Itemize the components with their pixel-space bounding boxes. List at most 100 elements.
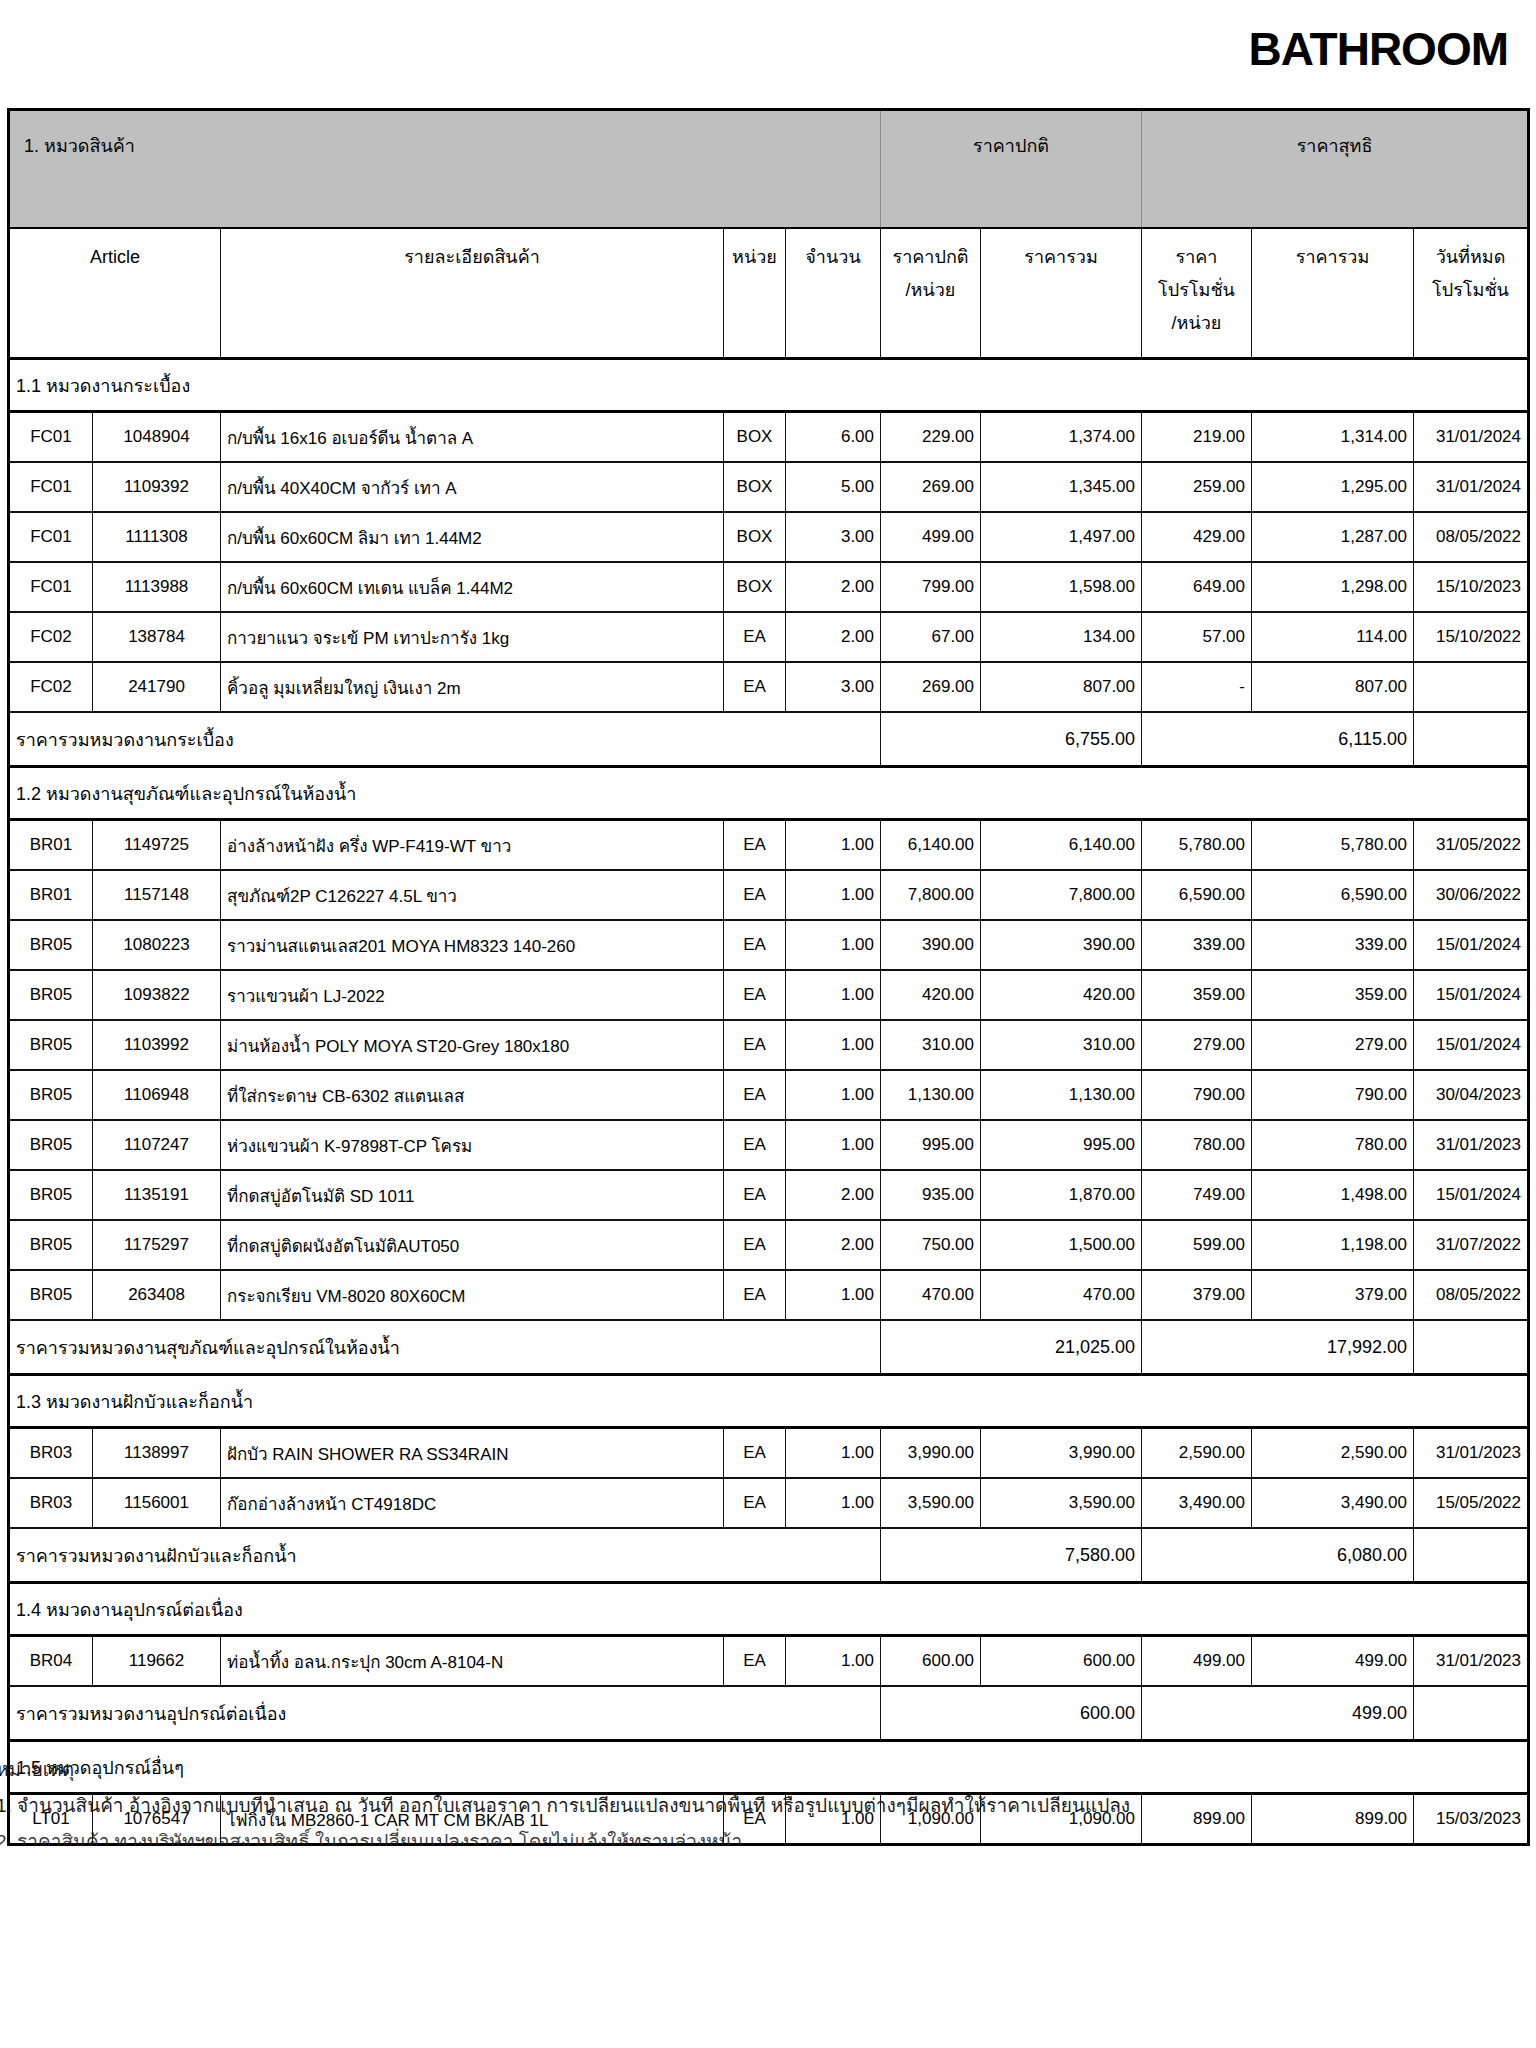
section-header-row: 1.4 หมวดงานอุปกรณ์ต่อเนื่อง — [9, 1583, 1529, 1636]
quotation-table: 1. หมวดสินค้า ราคาปกติ ราคาสุทธิ Article… — [7, 108, 1530, 1846]
article-number: 241790 — [93, 662, 221, 712]
unit-price: 229.00 — [881, 412, 981, 463]
promo-total-price: 359.00 — [1252, 970, 1414, 1020]
promo-total-price: 1,298.00 — [1252, 562, 1414, 612]
item-description: อ่างล้างหน้าฝัง ครึ่ง WP-F419-WT ขาว — [221, 820, 724, 871]
item-code: FC02 — [9, 612, 93, 662]
item-description: ราวม่านสแตนเลส201 MOYA HM8323 140-260 — [221, 920, 724, 970]
unit: EA — [724, 1428, 786, 1479]
quantity: 6.00 — [786, 412, 881, 463]
item-code: FC01 — [9, 462, 93, 512]
promo-total-price: 1,498.00 — [1252, 1170, 1414, 1220]
promo-unit-price: 499.00 — [1142, 1636, 1252, 1687]
item-row: BR04119662ท่อน้ำทิ้ง อลน.กระปุก 30cm A-8… — [9, 1636, 1529, 1687]
col-unit: หน่วย — [724, 228, 786, 359]
item-description: สุขภัณฑ์2P C126227 4.5L ขาว — [221, 870, 724, 920]
promo-total-price: 2,590.00 — [1252, 1428, 1414, 1479]
promo-total-price: 5,780.00 — [1252, 820, 1414, 871]
total-price: 134.00 — [981, 612, 1142, 662]
item-code: BR05 — [9, 1170, 93, 1220]
item-row: BR051107247ห่วงแขวนผ้า K-97898T-CP โครมE… — [9, 1120, 1529, 1170]
item-code: BR05 — [9, 1020, 93, 1070]
item-code: BR01 — [9, 870, 93, 920]
item-row: BR051135191ที่กดสบู่อัตโนมัติ SD 1011EA2… — [9, 1170, 1529, 1220]
article-number: 1093822 — [93, 970, 221, 1020]
col-promo-total: ราคารวม — [1252, 228, 1414, 359]
unit-price: 935.00 — [881, 1170, 981, 1220]
article-number: 1103992 — [93, 1020, 221, 1070]
item-description: ฝักบัว RAIN SHOWER RA SS34RAIN — [221, 1428, 724, 1479]
quantity: 1.00 — [786, 920, 881, 970]
quantity: 1.00 — [786, 1070, 881, 1120]
section-summary-row: ราคารวมหมวดงานอุปกรณ์ต่อเนื่อง600.00499.… — [9, 1686, 1529, 1741]
total-price: 1,497.00 — [981, 512, 1142, 562]
unit: BOX — [724, 562, 786, 612]
quantity: 3.00 — [786, 662, 881, 712]
total-price: 420.00 — [981, 970, 1142, 1020]
item-description: ที่กดสบู่ติดผนังอัตโนมัติAUT050 — [221, 1220, 724, 1270]
unit-price: 67.00 — [881, 612, 981, 662]
item-row: FC011048904ก/บพื้น 16x16 อเบอร์ดีน น้ำตา… — [9, 412, 1529, 463]
col-description: รายละเอียดสินค้า — [221, 228, 724, 359]
quantity: 2.00 — [786, 1220, 881, 1270]
note-item-2: 2. ราคาสินค้า ทางบริษัทฯขอสงวนสิทธิ์ ในก… — [0, 1824, 1526, 1846]
article-number: 1048904 — [93, 412, 221, 463]
item-code: BR04 — [9, 1636, 93, 1687]
article-number: 1106948 — [93, 1070, 221, 1120]
quantity: 1.00 — [786, 970, 881, 1020]
item-code: BR03 — [9, 1428, 93, 1479]
unit-price: 269.00 — [881, 462, 981, 512]
item-description: ก/บพื้น 40X40CM จากัวร์ เทา A — [221, 462, 724, 512]
promo-total-price: 1,287.00 — [1252, 512, 1414, 562]
item-description: กาวยาแนว จระเข้ PM เทาปะการัง 1kg — [221, 612, 724, 662]
summary-label: ราคารวมหมวดงานอุปกรณ์ต่อเนื่อง — [9, 1686, 881, 1741]
article-number: 1149725 — [93, 820, 221, 871]
promo-unit-price: 3,490.00 — [1142, 1478, 1252, 1528]
summary-net-total: 6,115.00 — [1142, 712, 1414, 767]
item-code: FC01 — [9, 562, 93, 612]
item-row: BR05263408กระจกเรียบ VM-8020 80X60CMEA1.… — [9, 1270, 1529, 1320]
article-number: 1157148 — [93, 870, 221, 920]
total-price: 310.00 — [981, 1020, 1142, 1070]
unit: EA — [724, 612, 786, 662]
item-description: ก๊อกอ่างล้างหน้า CT4918DC — [221, 1478, 724, 1528]
promo-total-price: 3,490.00 — [1252, 1478, 1414, 1528]
promo-total-price: 499.00 — [1252, 1636, 1414, 1687]
article-number: 1175297 — [93, 1220, 221, 1270]
promo-unit-price: 379.00 — [1142, 1270, 1252, 1320]
quantity: 2.00 — [786, 562, 881, 612]
unit: EA — [724, 1636, 786, 1687]
section-summary-row: ราคารวมหมวดงานฝักบัวและก็อกน้ำ7,580.006,… — [9, 1528, 1529, 1583]
section-title: 1.2 หมวดงานสุขภัณฑ์และอุปกรณ์ในห้องน้ำ — [9, 767, 1529, 820]
unit-price: 1,130.00 — [881, 1070, 981, 1120]
unit: BOX — [724, 462, 786, 512]
unit-price: 995.00 — [881, 1120, 981, 1170]
section-header-row: 1.3 หมวดงานฝักบัวและก็อกน้ำ — [9, 1375, 1529, 1428]
unit: EA — [724, 1020, 786, 1070]
summary-net-total: 499.00 — [1142, 1686, 1414, 1741]
item-code: BR05 — [9, 1270, 93, 1320]
promo-end-date: 15/05/2022 — [1414, 1478, 1529, 1528]
item-description: คิ้วอลู มุมเหลี่ยมใหญ่ เงินเงา 2m — [221, 662, 724, 712]
unit: EA — [724, 820, 786, 871]
unit: EA — [724, 1120, 786, 1170]
item-row: FC02241790คิ้วอลู มุมเหลี่ยมใหญ่ เงินเงา… — [9, 662, 1529, 712]
item-code: FC02 — [9, 662, 93, 712]
item-code: BR05 — [9, 1120, 93, 1170]
promo-total-price: 114.00 — [1252, 612, 1414, 662]
item-description: กระจกเรียบ VM-8020 80X60CM — [221, 1270, 724, 1320]
promo-total-price: 1,198.00 — [1252, 1220, 1414, 1270]
promo-total-price: 807.00 — [1252, 662, 1414, 712]
unit-price: 7,800.00 — [881, 870, 981, 920]
item-code: FC01 — [9, 412, 93, 463]
unit-price: 390.00 — [881, 920, 981, 970]
promo-unit-price: 599.00 — [1142, 1220, 1252, 1270]
promo-total-price: 790.00 — [1252, 1070, 1414, 1120]
quantity: 1.00 — [786, 820, 881, 871]
item-description: ราวแขวนผ้า LJ-2022 — [221, 970, 724, 1020]
col-article: Article — [9, 228, 221, 359]
group-header-products: 1. หมวดสินค้า — [9, 110, 881, 229]
promo-total-price: 339.00 — [1252, 920, 1414, 970]
promo-end-date: 08/05/2022 — [1414, 1270, 1529, 1320]
item-row: BR051093822ราวแขวนผ้า LJ-2022EA1.00420.0… — [9, 970, 1529, 1020]
